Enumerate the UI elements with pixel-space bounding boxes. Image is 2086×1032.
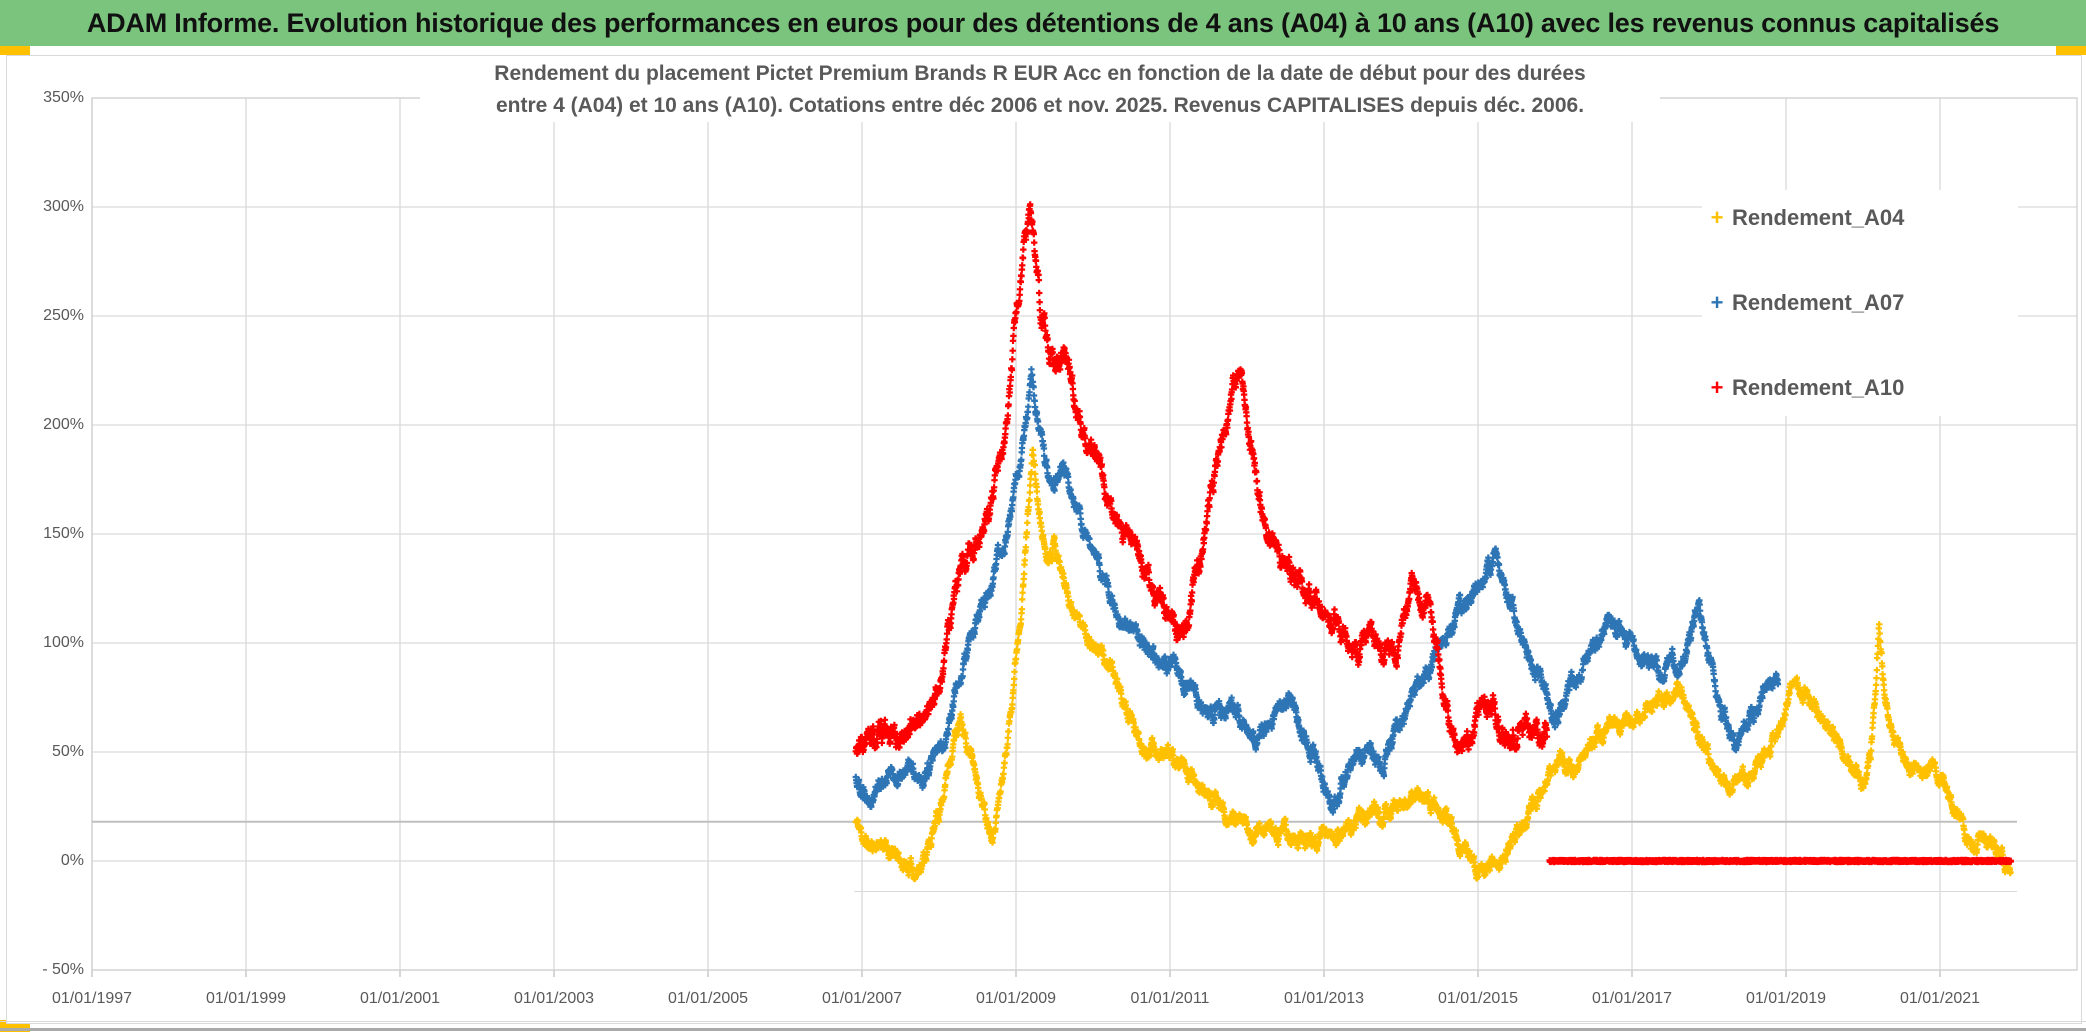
bottom-bar	[0, 1028, 2086, 1031]
chart-title: Rendement du placement Pictet Premium Br…	[420, 58, 1660, 122]
x-tick-label: 01/01/2013	[1283, 990, 1365, 1007]
header-title: ADAM Informe. Evolution historique des p…	[86, 7, 2000, 38]
x-tick-label: 01/01/1997	[51, 990, 133, 1007]
x-tick-label: 01/01/2021	[1899, 990, 1981, 1007]
x-tick-label: 01/01/2007	[821, 990, 903, 1007]
bottom-divider	[0, 1021, 2086, 1022]
legend-item-a07: + Rendement_A07	[1702, 283, 2018, 323]
y-tick-label: 100%	[43, 634, 84, 651]
legend-label-a04: Rendement_A04	[1732, 205, 1905, 230]
gold-accent-right	[2056, 46, 2086, 55]
x-tick-label: 01/01/2005	[667, 990, 749, 1007]
x-tick-label: 01/01/2011	[1130, 990, 1210, 1007]
plus-marker-icon-a04: +	[1710, 205, 1724, 230]
x-tick-label: 01/01/2015	[1437, 990, 1519, 1007]
y-tick-label: 0%	[60, 852, 84, 869]
y-tick-label: 250%	[43, 307, 84, 324]
x-tick-label: 01/01/2019	[1745, 990, 1827, 1007]
legend-item-a10: + Rendement_A10	[1702, 368, 2018, 408]
legend: + Rendement_A04 + Rendement_A07 + Rendem…	[1702, 190, 2018, 416]
y-tick-label: 350%	[43, 89, 84, 106]
legend-label-a07: Rendement_A07	[1732, 290, 1905, 315]
plus-marker-icon-a07: +	[1710, 290, 1724, 315]
y-tick-label: 50%	[51, 743, 84, 760]
gold-accent-left	[0, 46, 30, 55]
x-tick-label: 01/01/2009	[975, 990, 1057, 1007]
chart-title-line1: Rendement du placement Pictet Premium Br…	[494, 62, 1586, 85]
header-banner: ADAM Informe. Evolution historique des p…	[0, 0, 2086, 46]
legend-item-a04: + Rendement_A04	[1702, 198, 2018, 238]
y-tick-label: 200%	[43, 416, 84, 433]
x-tick-label: 01/01/2003	[513, 990, 595, 1007]
plus-marker-icon-a10: +	[1710, 375, 1724, 400]
y-tick-label: - 50%	[42, 961, 84, 978]
y-tick-label: 150%	[43, 525, 84, 542]
x-tick-label: 01/01/1999	[205, 990, 287, 1007]
legend-label-a10: Rendement_A10	[1732, 375, 1905, 400]
chart-title-line2: entre 4 (A04) et 10 ans (A10). Cotations…	[495, 94, 1585, 117]
x-tick-label: 01/01/2001	[359, 990, 441, 1007]
x-tick-label: 01/01/2017	[1591, 990, 1673, 1007]
y-tick-label: 300%	[43, 198, 84, 215]
